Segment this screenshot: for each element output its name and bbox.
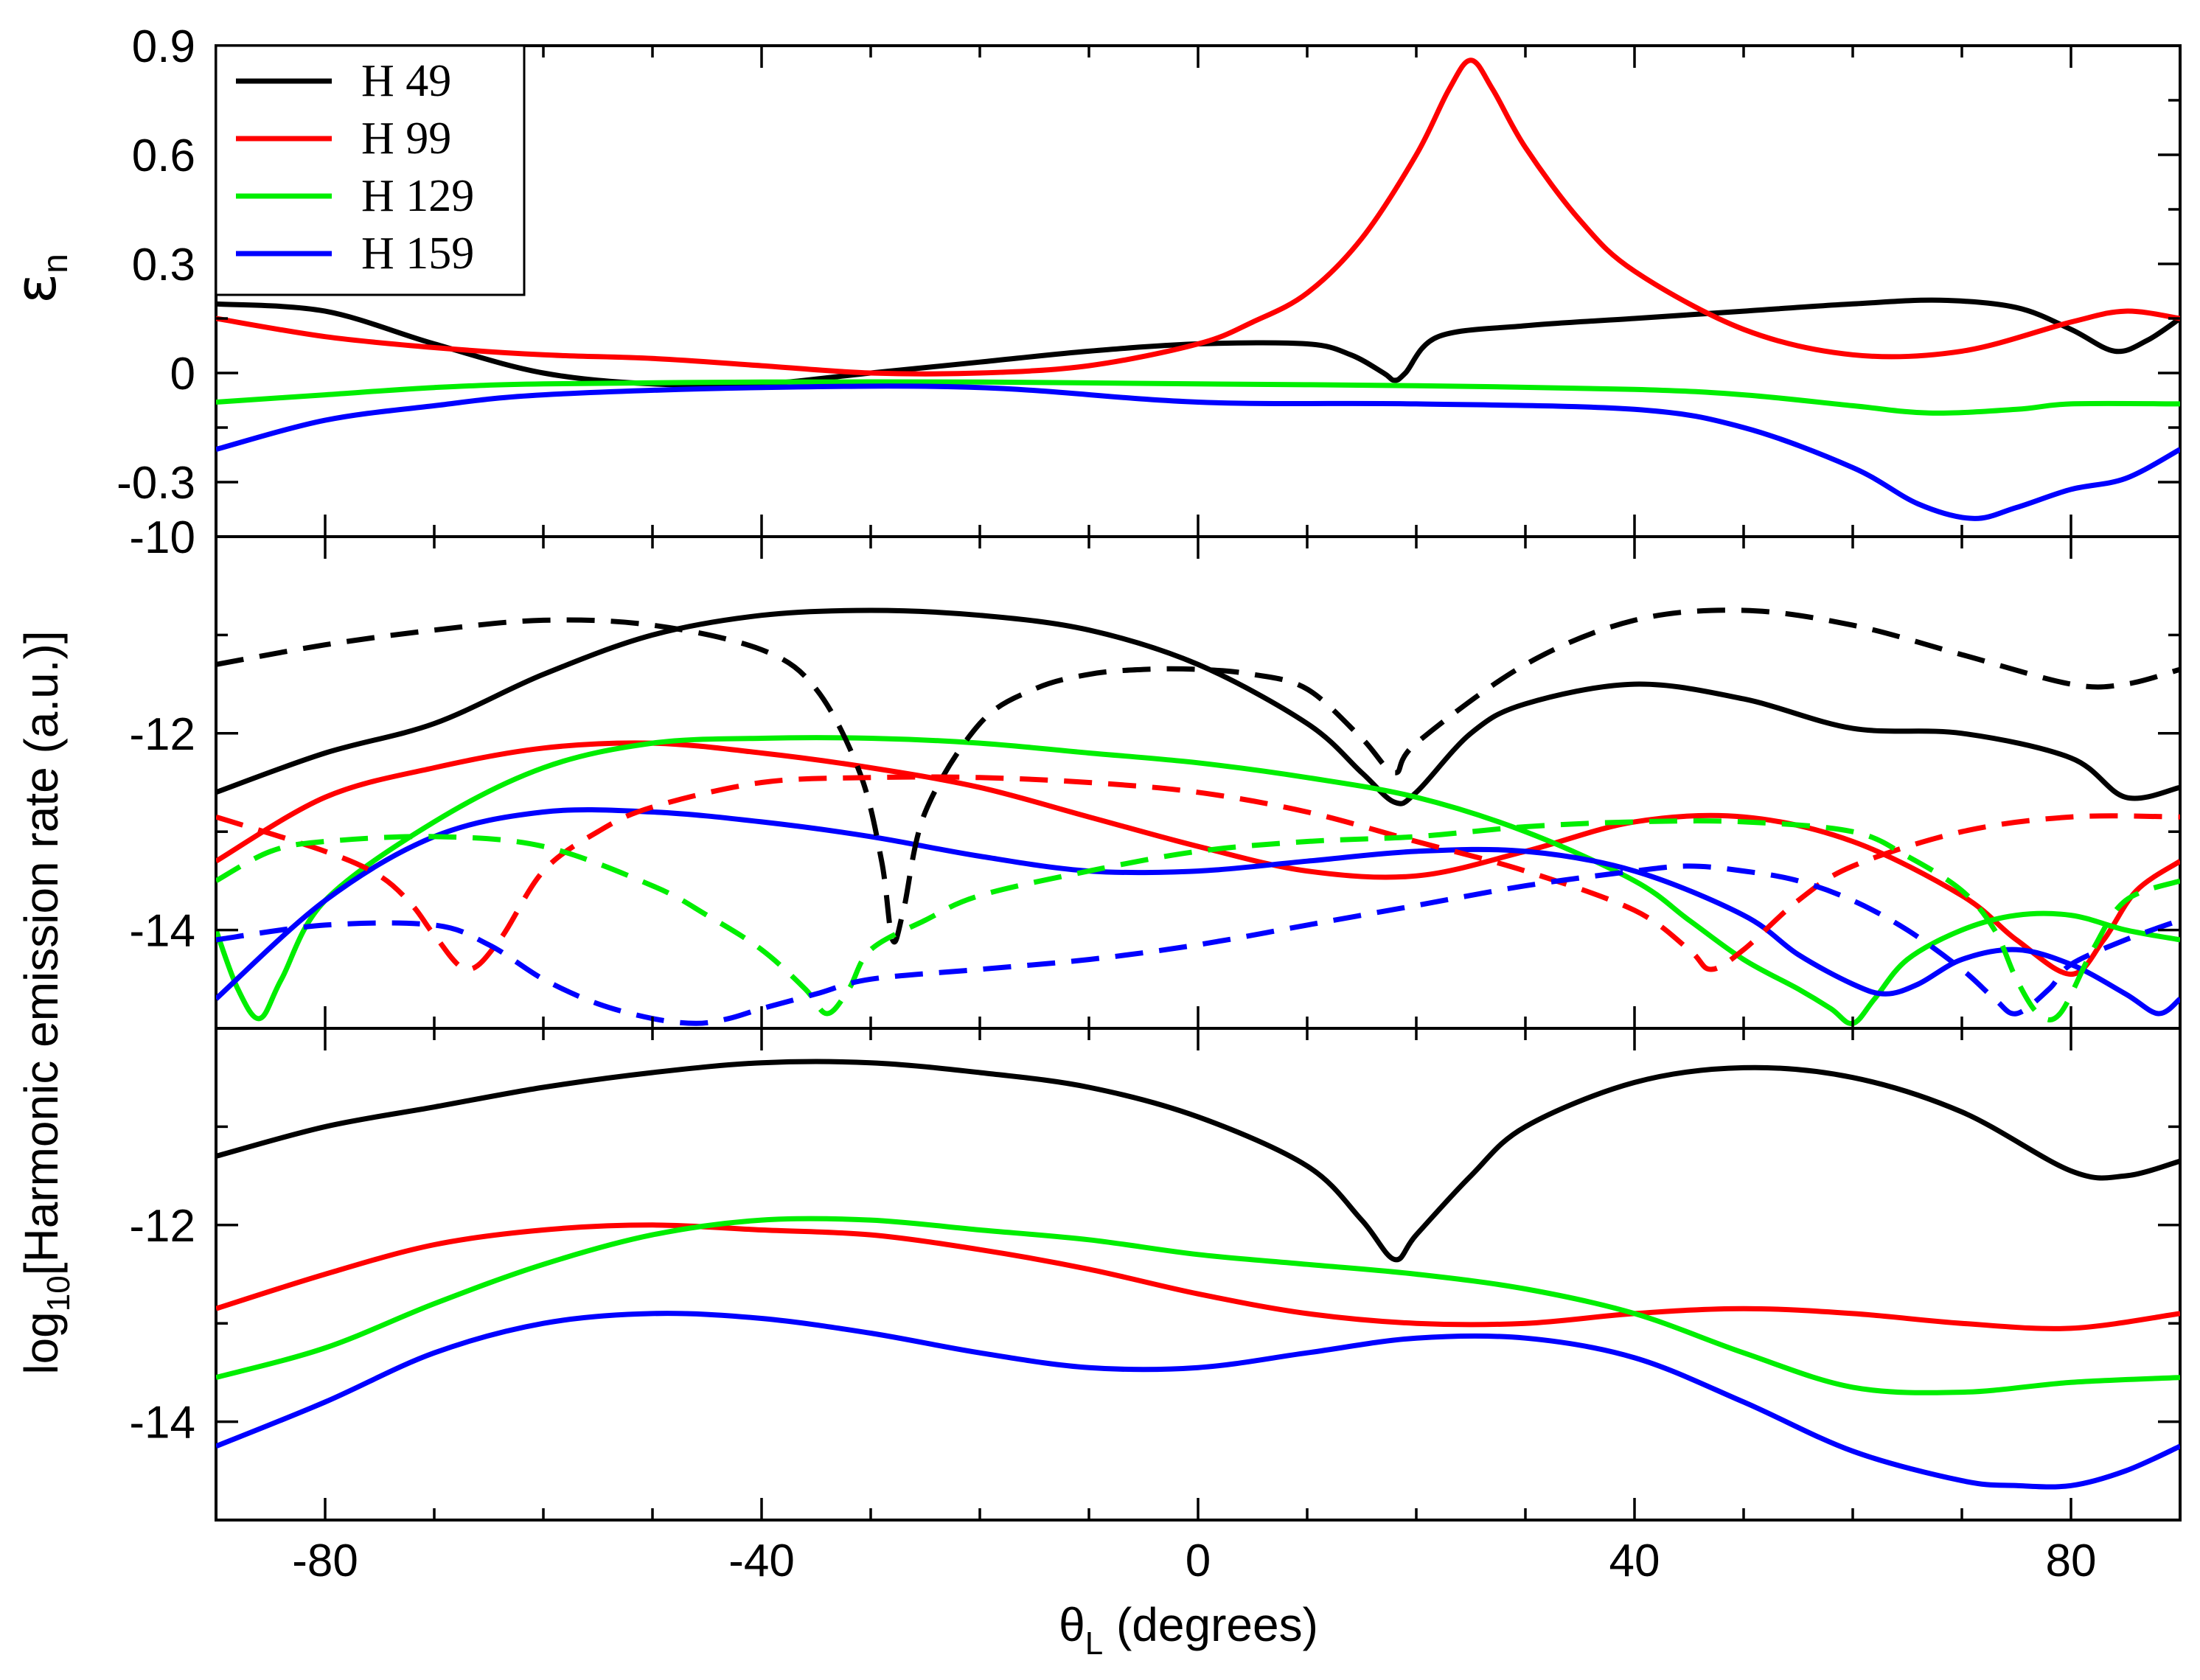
- panel-series-emission-dashed: [216, 607, 2180, 1026]
- series-emission-dashed-h99-dashed: [216, 774, 2180, 972]
- x-tick-label: 80: [2046, 1536, 2097, 1586]
- y-tick-label: -14: [129, 906, 195, 957]
- x-tick-label: 0: [1186, 1536, 1211, 1586]
- series-emission-dashed-h99: [216, 740, 2180, 977]
- legend-label-h49: H 49: [361, 56, 451, 106]
- x-tick-label: -80: [292, 1536, 358, 1586]
- y-tick-label: 0.9: [132, 21, 195, 72]
- y-tick-label: -12: [129, 1201, 195, 1252]
- series-emission-bottom-h129: [216, 1216, 2180, 1395]
- series-layer: [216, 57, 2180, 1490]
- legend-label-h159: H 159: [361, 229, 474, 279]
- series-emission-dashed-h129-dashed: [216, 818, 2180, 1022]
- x-tick-label: 40: [1609, 1536, 1660, 1586]
- y-tick-label: -0.3: [116, 458, 195, 509]
- series-emission-bottom-h99: [216, 1222, 2180, 1331]
- series-emission-bottom-h49: [216, 1059, 2180, 1263]
- y-tick-label: -14: [129, 1398, 195, 1449]
- y-tick-label: -10: [129, 512, 195, 563]
- y-tick-label: -12: [129, 709, 195, 760]
- series-ellipticity-h99: [216, 57, 2180, 377]
- series-emission-dashed-h159-dashed: [216, 863, 2180, 1026]
- series-emission-bottom-h159: [216, 1311, 2180, 1490]
- series-ellipticity-h159: [216, 383, 2180, 521]
- y-tick-label: 0.6: [132, 130, 195, 181]
- x-axis-title: θL (degrees): [1059, 1598, 1318, 1662]
- legend-label-h99: H 99: [361, 114, 451, 164]
- y-tick-label: 0: [170, 349, 195, 400]
- panel-series-emission-bottom: [216, 1059, 2180, 1490]
- y-tick-label: 0.3: [132, 240, 195, 290]
- series-ellipticity-h129: [216, 379, 2180, 416]
- legend-label-h129: H 129: [361, 171, 474, 221]
- y-axis-title-emission: log10[Harmonic emission rate (a.u.)]: [15, 630, 77, 1374]
- ticks-layer: 0.9 0.6 0.3 0 -0.3-10 -12 -14 -12 -14 -80 -40 0 40 80: [116, 21, 2180, 1586]
- series-emission-dashed-h49-dashed: [216, 607, 2180, 945]
- series-emission-dashed-h49: [216, 607, 2180, 806]
- panel-series-ellipticity: [216, 57, 2180, 521]
- y-axis-title-epsilon: εn: [3, 254, 75, 304]
- series-emission-dashed-h129: [216, 735, 2180, 1026]
- series-emission-dashed-h159: [216, 806, 2180, 1017]
- legend: H 49 H 99 H 129 H 159: [215, 44, 526, 296]
- x-tick-label: -40: [728, 1536, 795, 1586]
